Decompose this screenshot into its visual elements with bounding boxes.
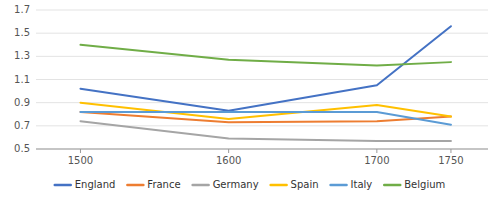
series-line (80, 26, 450, 111)
grid (36, 10, 488, 149)
x-tick-label: 1500 (68, 155, 93, 166)
legend-label: Belgium (404, 179, 445, 190)
legend-label: England (75, 179, 116, 190)
x-tick-label: 1600 (216, 155, 241, 166)
legend-swatch (127, 184, 143, 187)
legend-item: Germany (193, 179, 259, 190)
axes: 0.5 0.7 0.9 1.1 1.3 1.5 1.7 1500 1600 1700 1750 (14, 4, 488, 166)
legend-swatch (384, 184, 400, 187)
legend-swatch (193, 184, 209, 187)
series-line (80, 112, 450, 125)
y-tick-label: 1.1 (14, 74, 30, 85)
legend-swatch (271, 184, 287, 187)
legend: England France Germany Spain Italy Belgium (55, 179, 446, 190)
grid-line (36, 125, 488, 126)
legend-item: Italy (331, 179, 373, 190)
y-tick-label: 0.7 (14, 120, 30, 131)
x-tick (450, 149, 451, 153)
x-tick (376, 149, 377, 153)
grid-line (36, 149, 488, 150)
y-tick-label: 1.7 (14, 4, 30, 15)
legend-swatch (331, 184, 347, 187)
x-tick (80, 149, 81, 153)
series-line (80, 45, 450, 66)
legend-item: England (55, 179, 116, 190)
lines (80, 26, 450, 141)
x-tick (228, 149, 229, 153)
y-tick-label: 0.9 (14, 97, 30, 108)
grid-line (36, 10, 488, 11)
legend-label: Italy (351, 179, 373, 190)
legend-label: Germany (213, 179, 259, 190)
series-line (80, 112, 450, 122)
legend-item: France (127, 179, 180, 190)
grid-line (36, 102, 488, 103)
x-tick-label: 1700 (364, 155, 389, 166)
x-axis-line (36, 149, 488, 150)
grid-line (36, 56, 488, 57)
grid-line (36, 79, 488, 80)
legend-item: Spain (271, 179, 319, 190)
grid-line (36, 33, 488, 34)
y-tick-label: 1.3 (14, 50, 30, 61)
series-line (80, 121, 450, 141)
legend-swatch (55, 184, 71, 187)
chart: 0.5 0.7 0.9 1.1 1.3 1.5 1.7 1500 1600 1700 1750 Eng… (0, 0, 500, 199)
y-tick-label: 0.5 (14, 143, 30, 154)
legend-label: France (147, 179, 180, 190)
legend-label: Spain (291, 179, 319, 190)
x-tick-label: 1750 (438, 155, 463, 166)
series-line (80, 103, 450, 119)
legend-item: Belgium (384, 179, 445, 190)
y-tick-label: 1.5 (14, 27, 30, 38)
